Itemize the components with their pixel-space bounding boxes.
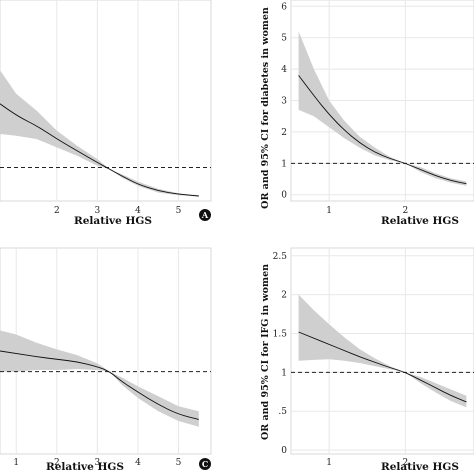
panel-d-y-tick-4: 2 [281, 291, 287, 301]
panel-a-plot-area [0, 0, 212, 202]
panel-b-y-tick-3: 3 [281, 97, 287, 107]
panel-c-x-tick-4: 5 [176, 458, 182, 468]
panel-c: 1 2 3 4 5 Relative HGS C [0, 247, 212, 473]
panel-c-confidence-band [0, 330, 199, 427]
panel-d-confidence-band [298, 294, 467, 408]
panel-b-y-tick-1: 1 [281, 159, 287, 169]
panel-a-confidence-band [0, 70, 199, 197]
panel-d-y-tick-0: 0 [281, 446, 287, 456]
panel-a-x-tick-3: 5 [176, 206, 182, 216]
panel-c-x-tick-2: 3 [95, 458, 101, 468]
panel-c-x-tick-3: 4 [135, 458, 141, 468]
panel-c-label-badge [199, 458, 211, 470]
panel-d-y-ticks: 0 .5 1 1.5 2 2.5 [273, 252, 288, 456]
panel-b-y-tick-6: 6 [281, 2, 287, 12]
panel-d-estimate-line [298, 331, 467, 403]
panel-d-y-tick-2: 1 [281, 368, 287, 378]
panel-a-x-tick-2: 4 [135, 206, 141, 216]
panel-b-y-ticks: 0 1 2 3 4 5 6 [281, 2, 287, 200]
panel-b-y-tick-5: 5 [281, 34, 287, 44]
panel-d-x-tick-1: 2 [403, 458, 409, 468]
panel-d-y-axis-label: OR and 95% CI for IFG in women [260, 264, 271, 440]
panel-a: 2 3 4 5 Relative HGS A [0, 0, 212, 227]
panel-b-x-tick-0: 1 [326, 206, 332, 216]
panel-d-y-tick-1: .5 [278, 407, 287, 417]
panel-a-label: A [201, 210, 209, 220]
panel-d-x-axis-label: Relative HGS [381, 461, 459, 473]
panel-b-y-tick-4: 4 [281, 65, 287, 75]
panel-c-x-tick-0: 1 [13, 458, 19, 468]
panel-a-x-ticks: 2 3 4 5 [54, 206, 182, 216]
panel-b-x-tick-1: 2 [403, 206, 409, 216]
panel-b-y-tick-0: 0 [281, 191, 287, 201]
panel-d-y-tick-5: 2.5 [273, 252, 288, 262]
panel-b-estimate-line [298, 75, 467, 185]
panel-d-y-tick-3: 1.5 [273, 330, 288, 340]
panel-c-estimate-line [0, 350, 199, 420]
panel-a-estimate-line [0, 103, 199, 197]
panel-a-label-badge [199, 209, 211, 221]
panel-c-label: C [202, 459, 208, 469]
panel-d-x-tick-0: 1 [326, 458, 332, 468]
panel-c-x-axis-label: Relative HGS [46, 461, 124, 473]
panel-b-y-tick-2: 2 [281, 128, 287, 138]
panel-a-x-axis-label: Relative HGS [74, 215, 152, 227]
panel-b-y-axis-label: OR and 95% CI for diabetes in women [260, 7, 271, 209]
panel-c-x-tick-1: 2 [54, 458, 60, 468]
panel-c-x-ticks: 1 2 3 4 5 [13, 458, 181, 468]
panel-b-confidence-band [298, 31, 467, 186]
panel-b-x-axis-label: Relative HGS [381, 215, 459, 227]
panel-a-x-tick-1: 3 [95, 206, 101, 216]
panel-a-x-tick-0: 2 [54, 206, 60, 216]
